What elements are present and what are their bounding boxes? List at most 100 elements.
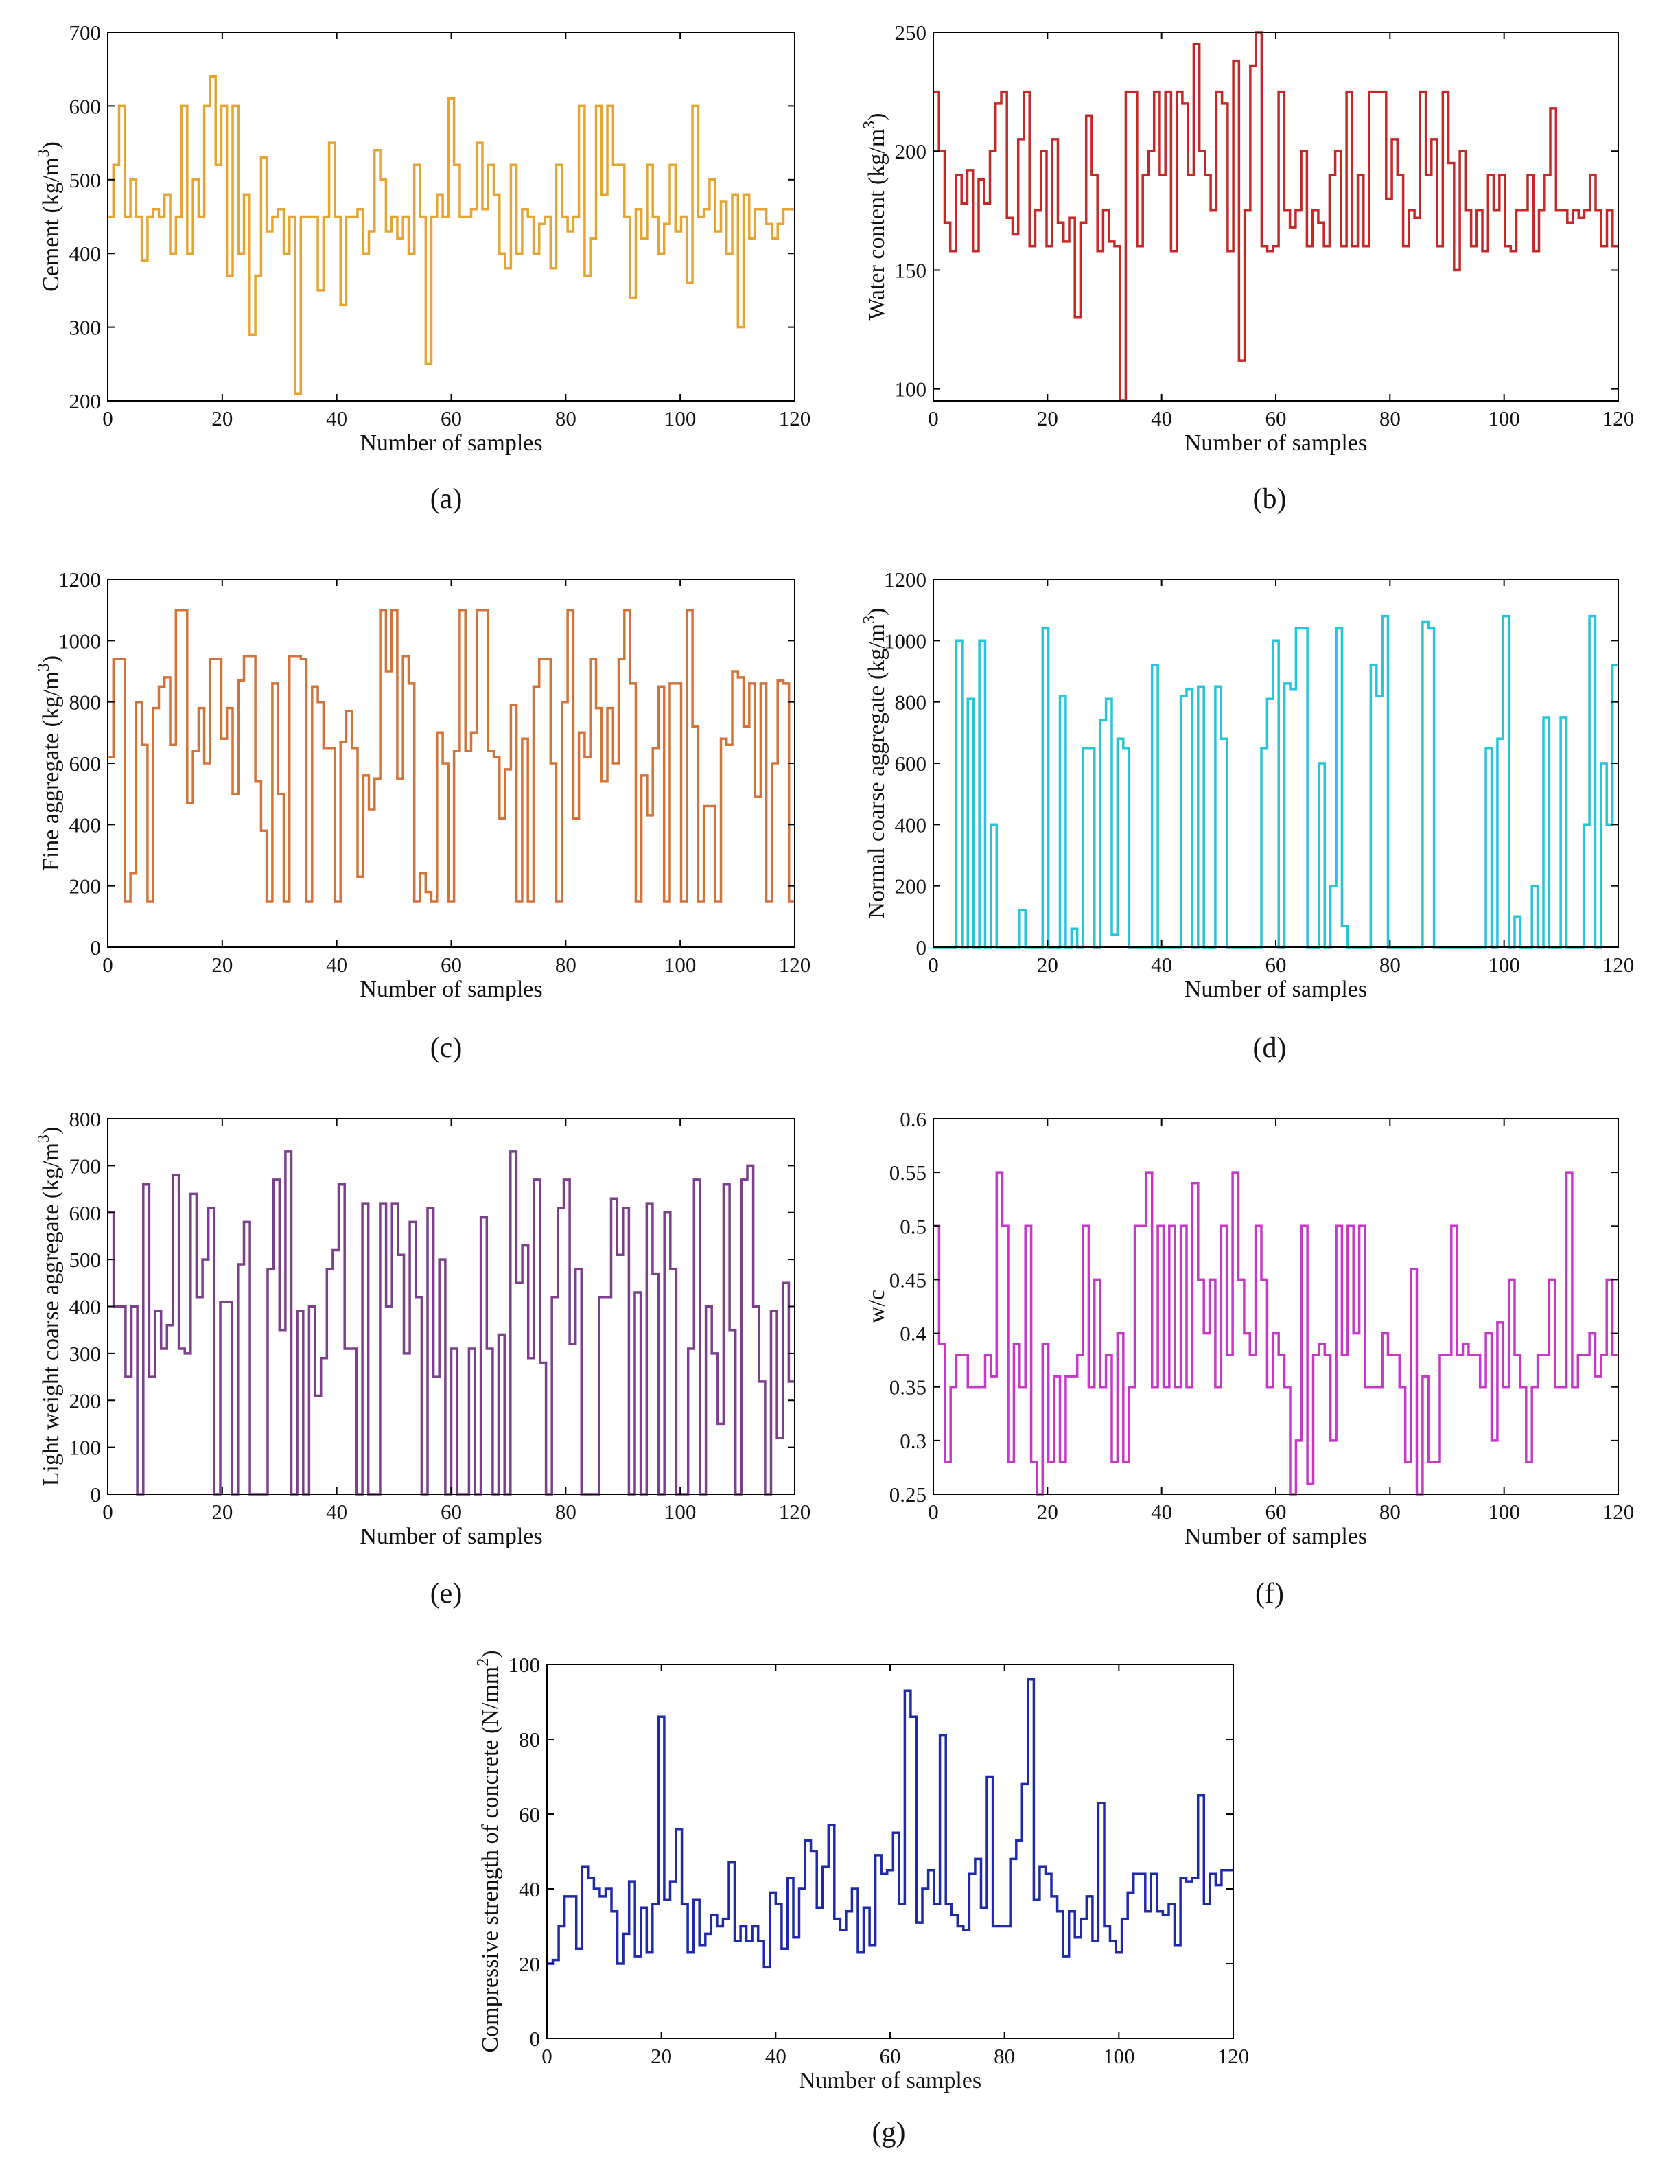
chart-d-ytick-label: 200 xyxy=(895,874,927,898)
chart-d-xtick-label: 120 xyxy=(1602,953,1635,977)
chart-b-ylabel-main: Water content (kg/m xyxy=(864,129,889,321)
chart-e-ytick-label: 700 xyxy=(69,1154,102,1178)
chart-f-ytick-label: 0.6 xyxy=(900,1107,926,1131)
chart-e-ytick-label: 400 xyxy=(69,1295,102,1319)
chart-g-ylabel-end: ) xyxy=(478,1650,503,1658)
chart-c-ytick-label: 600 xyxy=(69,752,102,776)
chart-f-xtick-label: 20 xyxy=(1037,1500,1058,1524)
chart-d-ytick-label: 400 xyxy=(895,813,927,837)
chart-d-caption: (d) xyxy=(1253,1032,1287,1064)
chart-a-xtick-label: 60 xyxy=(441,406,462,430)
chart-a-ylabel-end: ) xyxy=(38,141,64,149)
chart-e-xtick-label: 80 xyxy=(555,1500,576,1524)
chart-g-ylabel-main: Compressive strength of concrete (N/mm xyxy=(478,1666,503,2053)
chart-a-series-line xyxy=(108,75,795,395)
chart-d-xtick-label: 100 xyxy=(1488,953,1520,977)
chart-e-ytick-label: 0 xyxy=(91,1483,102,1507)
chart-b-ylabel-end: ) xyxy=(864,113,889,121)
chart-e-xtick-label: 60 xyxy=(441,1500,462,1524)
chart-c-series-line xyxy=(108,608,795,903)
chart-g-xtick-label: 80 xyxy=(994,2044,1015,2068)
chart-e-xtick-label: 40 xyxy=(326,1500,347,1524)
chart-d-series-line xyxy=(933,614,1618,949)
chart-a-cement: 0 20 40 60 80 100 120 200 300 400 500 600 700 Number … xyxy=(35,21,810,515)
chart-g-xtick-label: 20 xyxy=(651,2044,672,2068)
chart-f-ytick-label: 0.45 xyxy=(889,1268,926,1292)
chart-b-xtick-label: 100 xyxy=(1488,406,1520,430)
chart-d-xtick-label: 20 xyxy=(1037,953,1058,977)
chart-b-xlabel: Number of samples xyxy=(1185,430,1367,456)
chart-g-ytick-label: 20 xyxy=(519,1952,540,1976)
chart-b-xtick-label: 0 xyxy=(928,406,939,430)
chart-b-water-content: 0 20 40 60 80 100 120 100 150 200 250 Number of sam… xyxy=(861,21,1634,515)
chart-c-ytick-label: 400 xyxy=(69,813,102,837)
chart-g-xlabel: Number of samples xyxy=(799,2068,981,2093)
chart-d-ylabel-superscript: 3 xyxy=(861,616,878,624)
chart-f-ylabel: w/c xyxy=(864,1290,889,1323)
chart-a-ytick-label: 200 xyxy=(69,389,102,413)
chart-g-series-line xyxy=(547,1678,1233,1969)
chart-e-xtick-label: 20 xyxy=(211,1500,233,1524)
chart-a-xtick-label: 20 xyxy=(211,406,233,430)
chart-g-ytick-label: 60 xyxy=(519,1802,540,1826)
chart-c-xtick-label: 40 xyxy=(326,953,347,977)
chart-d-plot-frame xyxy=(933,579,1619,948)
chart-e-ylabel: Light weight coarse aggregate (kg/m3) xyxy=(35,1127,64,1487)
chart-c-ylabel: Fine aggregate (kg/m3) xyxy=(35,655,64,871)
chart-g-ytick-label: 40 xyxy=(519,1877,540,1901)
chart-a-ylabel: Cement (kg/m3) xyxy=(35,141,64,292)
chart-b-xtick-label: 40 xyxy=(1151,406,1172,430)
chart-c-ylabel-superscript: 3 xyxy=(35,663,53,671)
chart-c-ytick-label: 200 xyxy=(69,874,102,898)
chart-d-ylabel: Normal coarse aggregate (kg/m3) xyxy=(861,608,889,919)
chart-b-caption: (b) xyxy=(1253,483,1287,515)
chart-c-xtick-label: 20 xyxy=(211,953,233,977)
chart-a-xtick-label: 120 xyxy=(779,406,811,430)
chart-b-xtick-label: 120 xyxy=(1602,406,1635,430)
chart-f-ytick-label: 0.25 xyxy=(889,1483,926,1507)
chart-g-xtick-label: 0 xyxy=(541,2044,552,2068)
chart-b-xtick-label: 20 xyxy=(1037,406,1058,430)
chart-f-ylabel-main: w/c xyxy=(864,1290,889,1323)
chart-e-ylabel-end: ) xyxy=(38,1127,64,1135)
chart-d-xtick-label: 0 xyxy=(928,953,939,977)
chart-e-ytick-label: 300 xyxy=(69,1342,102,1366)
chart-d-ytick-label: 800 xyxy=(895,690,927,715)
chart-f-water-cement-ratio: 0 20 40 60 80 100 120 0.25 0.3 0.35 0.4 0.45 0.5 0.55… xyxy=(864,1107,1634,1610)
chart-g-plot-frame xyxy=(546,1664,1234,2039)
chart-c-ylabel-end: ) xyxy=(38,655,64,663)
chart-c-xtick-label: 0 xyxy=(102,953,113,977)
chart-c-caption: (c) xyxy=(430,1032,463,1064)
chart-f-xtick-label: 60 xyxy=(1265,1500,1287,1524)
chart-g-compressive-strength: 0 20 40 60 80 100 120 0 20 40 60 80 100 Number of sam… xyxy=(474,1650,1249,2148)
chart-b-ylabel: Water content (kg/m3) xyxy=(861,113,889,321)
chart-f-ytick-label: 0.3 xyxy=(900,1429,926,1453)
chart-e-ytick-label: 800 xyxy=(69,1107,102,1131)
chart-f-series-line xyxy=(933,1171,1618,1496)
chart-b-ytick-label: 150 xyxy=(895,258,927,282)
chart-e-light-weight-coarse-aggregate: 0 20 40 60 80 100 120 0 100 200 300 400 500 600 700 800… xyxy=(35,1107,810,1610)
chart-g-ytick-label: 100 xyxy=(509,1653,541,1677)
chart-e-ytick-label: 600 xyxy=(69,1201,102,1225)
chart-f-xtick-label: 120 xyxy=(1602,1500,1635,1524)
chart-g-caption: (g) xyxy=(872,2117,906,2148)
chart-a-ytick-label: 300 xyxy=(69,316,102,340)
chart-f-ytick-label: 0.55 xyxy=(889,1161,926,1185)
chart-e-ytick-label: 200 xyxy=(69,1389,102,1413)
chart-e-xtick-label: 0 xyxy=(102,1500,113,1524)
chart-g-ytick-label: 80 xyxy=(519,1728,540,1752)
chart-e-ytick-label: 100 xyxy=(69,1436,102,1460)
chart-g-xtick-label: 40 xyxy=(765,2044,786,2068)
chart-f-ytick-label: 0.4 xyxy=(900,1322,926,1346)
chart-a-xtick-label: 100 xyxy=(664,406,697,430)
chart-b-series-line xyxy=(933,31,1618,402)
chart-d-xtick-label: 40 xyxy=(1151,953,1172,977)
chart-g-xtick-label: 60 xyxy=(880,2044,901,2068)
chart-d-normal-coarse-aggregate: 0 20 40 60 80 100 120020040060080010001200Numb… xyxy=(861,568,1634,1064)
chart-b-ytick-label: 200 xyxy=(895,139,927,163)
chart-e-xtick-label: 100 xyxy=(664,1500,697,1524)
chart-a-ytick-label: 700 xyxy=(69,21,102,45)
chart-g-ytick-label: 0 xyxy=(530,2027,541,2051)
chart-g-ylabel: Compressive strength of concrete (N/mm2) xyxy=(474,1650,503,2052)
chart-c-ytick-label: 1000 xyxy=(58,629,101,653)
